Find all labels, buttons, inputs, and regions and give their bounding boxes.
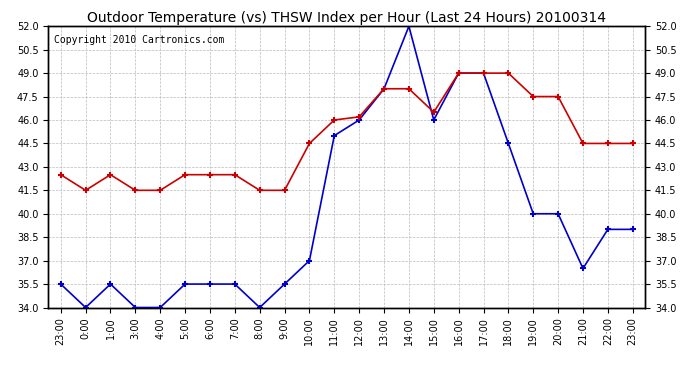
- Title: Outdoor Temperature (vs) THSW Index per Hour (Last 24 Hours) 20100314: Outdoor Temperature (vs) THSW Index per …: [87, 11, 607, 25]
- Text: Copyright 2010 Cartronics.com: Copyright 2010 Cartronics.com: [55, 35, 225, 45]
